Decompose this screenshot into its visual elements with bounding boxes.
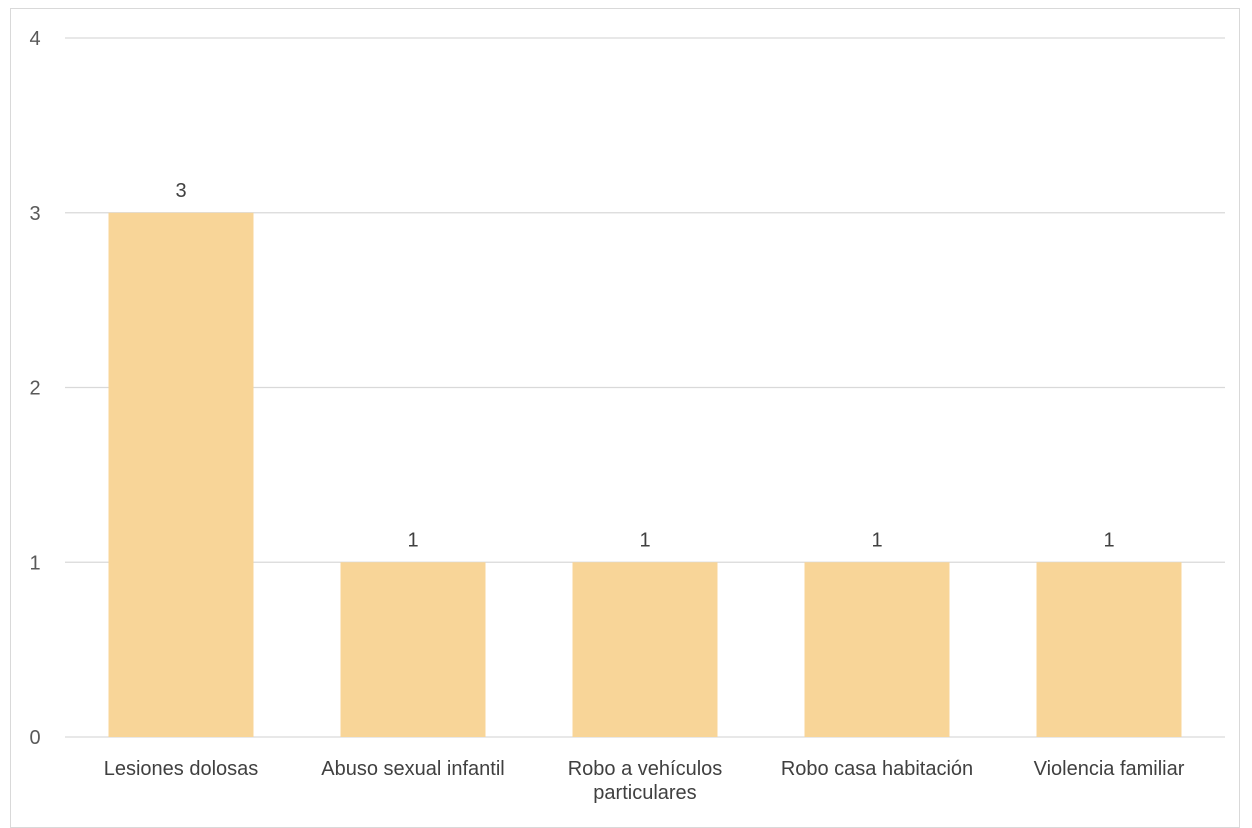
data-label: 3 — [175, 180, 186, 202]
data-label: 1 — [407, 529, 418, 551]
bar — [108, 212, 254, 737]
y-axis-ticks: 0 1 2 3 4 — [29, 28, 40, 749]
y-tick-label: 2 — [29, 378, 40, 400]
x-axis-labels: Lesiones dolosas Abuso sexual infantil Rob… — [104, 758, 1185, 804]
bar — [340, 562, 486, 737]
data-label: 1 — [639, 529, 650, 551]
bar — [572, 562, 718, 737]
x-category-label: Robo casa habitación — [781, 758, 973, 780]
data-label: 1 — [1103, 529, 1114, 551]
y-tick-label: 4 — [29, 28, 40, 50]
x-category-label: particulares — [593, 782, 696, 804]
x-category-label: Abuso sexual infantil — [321, 758, 504, 780]
x-category-label: Violencia familiar — [1034, 758, 1185, 780]
y-tick-label: 3 — [29, 203, 40, 225]
bar — [804, 562, 950, 737]
bars — [108, 212, 1182, 737]
bar — [1036, 562, 1182, 737]
y-tick-label: 0 — [29, 727, 40, 749]
data-labels: 3 1 1 1 1 — [175, 180, 1114, 552]
x-category-label: Robo a vehículos — [568, 758, 723, 780]
x-category-label: Lesiones dolosas — [104, 758, 259, 780]
y-tick-label: 1 — [29, 552, 40, 574]
data-label: 1 — [871, 529, 882, 551]
